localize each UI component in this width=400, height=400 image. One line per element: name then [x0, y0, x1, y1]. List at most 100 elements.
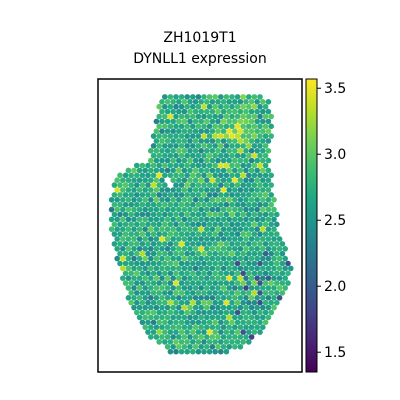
expression-spot — [195, 290, 202, 296]
expression-spot — [164, 246, 171, 252]
expression-spot — [215, 108, 221, 115]
expression-spot — [134, 201, 140, 208]
expression-spot — [178, 201, 185, 208]
expression-spot — [265, 255, 272, 262]
expression-spot — [234, 113, 241, 120]
expression-spot — [218, 280, 224, 286]
expression-spot — [243, 236, 249, 242]
expression-spot — [257, 299, 263, 306]
expression-spot — [229, 241, 235, 247]
expression-spot — [162, 329, 168, 335]
expression-spot — [170, 177, 176, 183]
expression-spot — [209, 148, 216, 154]
expression-spot — [201, 172, 207, 179]
expression-spot — [206, 309, 213, 316]
expression-spot — [262, 250, 269, 257]
expression-spot — [195, 280, 202, 286]
expression-spot — [240, 250, 246, 257]
expression-spot — [148, 157, 154, 164]
expression-spot — [125, 236, 132, 242]
expression-spot — [181, 226, 188, 232]
expression-spot — [234, 241, 241, 247]
expression-spot — [153, 118, 160, 125]
expression-spot — [234, 103, 241, 110]
expression-spot — [162, 299, 168, 306]
expression-spot — [120, 265, 126, 272]
expression-spot — [190, 201, 196, 208]
expression-spot — [234, 231, 241, 237]
expression-spot — [215, 197, 221, 203]
expression-spot — [145, 280, 151, 286]
expression-spot — [181, 236, 188, 242]
expression-spot — [201, 211, 207, 218]
expression-spot — [190, 94, 196, 100]
expression-spot — [220, 324, 227, 331]
expression-spot — [201, 221, 207, 228]
expression-spot — [237, 138, 244, 144]
expression-spot — [220, 157, 227, 164]
expression-spot — [198, 177, 204, 183]
expression-spot — [114, 226, 120, 232]
expression-spot — [162, 172, 168, 179]
expression-spot — [218, 162, 224, 169]
expression-spot — [209, 246, 216, 252]
expression-spot — [164, 236, 171, 242]
expression-spot — [201, 143, 207, 149]
expression-spot — [187, 206, 193, 213]
expression-spot — [234, 133, 241, 139]
expression-spot — [176, 216, 182, 223]
expression-spot — [156, 290, 162, 296]
expression-spot — [167, 339, 174, 345]
expression-spot — [265, 118, 272, 125]
expression-spot — [254, 216, 260, 223]
expression-spot — [173, 172, 179, 179]
expression-spot — [251, 280, 258, 286]
expression-spot — [178, 339, 185, 345]
expression-spot — [162, 250, 168, 257]
expression-spot — [173, 201, 179, 208]
expression-spot — [148, 304, 154, 311]
expression-spot — [243, 265, 249, 272]
expression-spot — [131, 255, 137, 262]
expression-spot — [159, 314, 165, 321]
expression-spot — [198, 108, 204, 115]
colorbar-tick-label: 2.0 — [324, 279, 346, 295]
expression-spot — [162, 211, 168, 218]
expression-spot — [142, 197, 148, 203]
expression-spot — [206, 250, 213, 257]
expression-spot — [192, 246, 199, 252]
expression-spot — [220, 285, 227, 291]
expression-spot — [237, 118, 244, 125]
expression-spot — [268, 290, 275, 296]
expression-spot — [237, 206, 244, 213]
expression-spot — [243, 138, 249, 144]
expression-spot — [136, 197, 143, 203]
expression-spot — [220, 108, 227, 115]
expression-spot — [204, 197, 210, 203]
expression-spot — [159, 304, 165, 311]
expression-spot — [240, 143, 246, 149]
expression-spot — [226, 216, 232, 223]
expression-spot — [262, 182, 269, 188]
expression-spot — [237, 246, 244, 252]
expression-spot — [243, 255, 249, 262]
expression-spot — [148, 187, 154, 193]
expression-spot — [226, 304, 232, 311]
expression-spot — [226, 344, 232, 350]
expression-spot — [178, 280, 185, 286]
expression-spot — [220, 118, 227, 125]
expression-spot — [212, 309, 218, 316]
expression-spot — [248, 314, 255, 321]
expression-spot — [262, 309, 269, 316]
expression-spot — [209, 255, 216, 262]
expression-spot — [125, 285, 132, 291]
expression-spot — [262, 201, 269, 208]
expression-spot — [142, 275, 148, 282]
expression-spot — [114, 216, 120, 223]
expression-spot — [226, 118, 232, 125]
expression-spot — [170, 128, 176, 134]
expression-spot — [246, 221, 252, 228]
expression-spot — [159, 157, 165, 164]
expression-spot — [153, 324, 160, 331]
expression-spot — [184, 123, 190, 130]
